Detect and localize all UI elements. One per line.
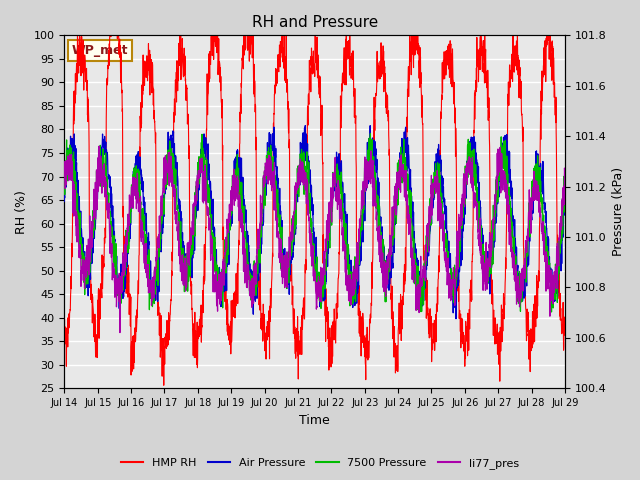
Title: RH and Pressure: RH and Pressure (252, 15, 378, 30)
Y-axis label: RH (%): RH (%) (15, 190, 28, 234)
Legend: HMP RH, Air Pressure, 7500 Pressure, li77_pres: HMP RH, Air Pressure, 7500 Pressure, li7… (116, 454, 524, 473)
Text: WP_met: WP_met (72, 44, 128, 57)
X-axis label: Time: Time (300, 414, 330, 427)
Y-axis label: Pressure (kPa): Pressure (kPa) (612, 167, 625, 256)
